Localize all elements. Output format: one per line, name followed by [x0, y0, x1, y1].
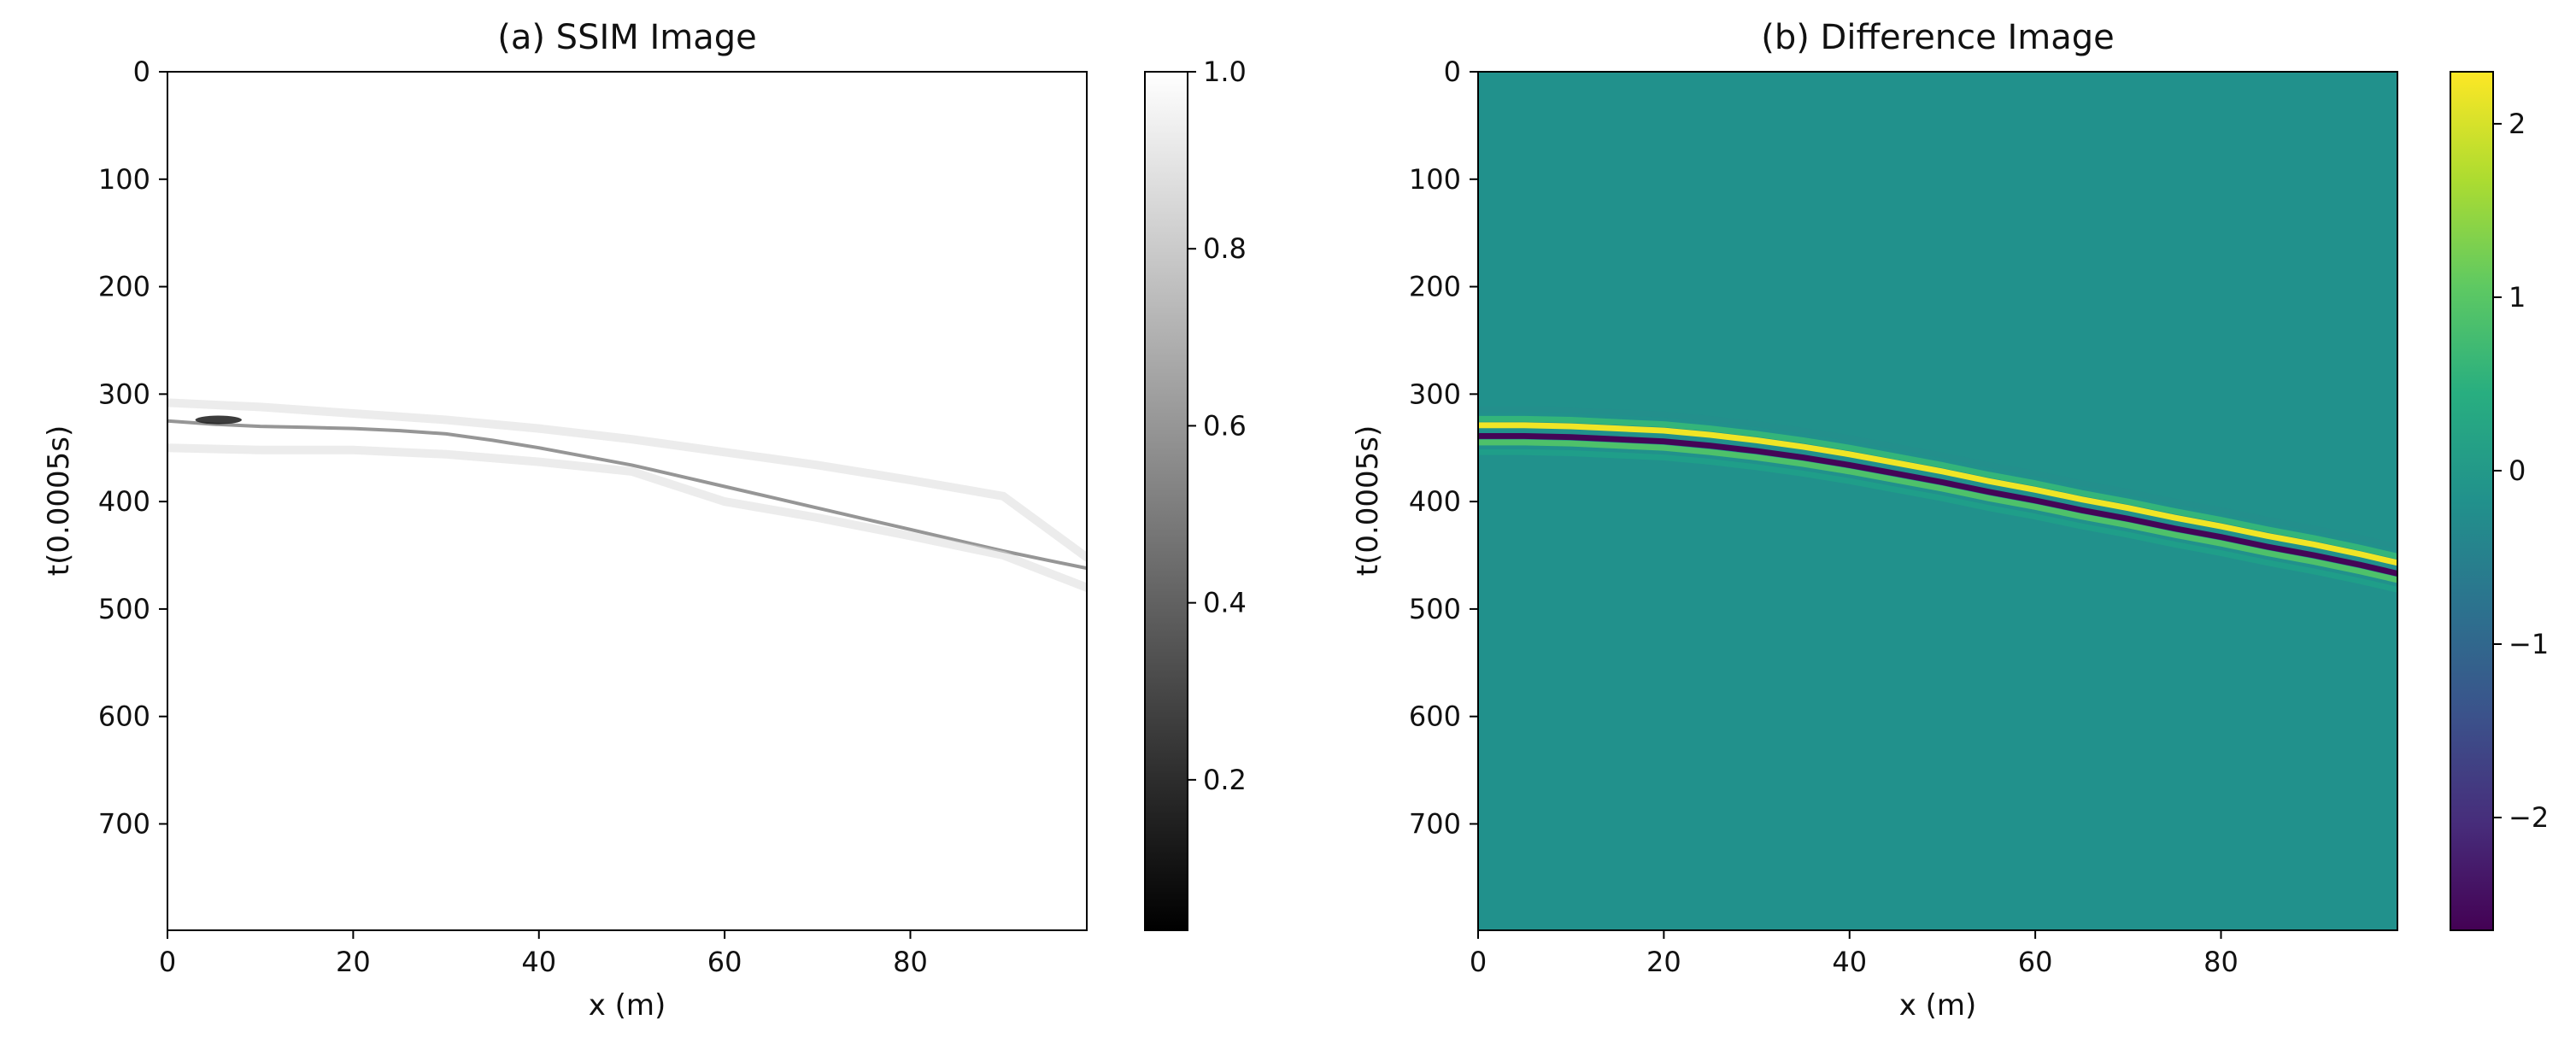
ssim-y-tick-label: 200	[98, 271, 150, 303]
difference-x-tick-label: 20	[1646, 946, 1681, 978]
ssim-lower-faint-band	[167, 443, 1087, 592]
difference-wavefront-lobe	[1478, 448, 2397, 593]
difference-y-axis: 0 100 200 300 400 500 600 700	[1409, 56, 1478, 840]
ssim-y-tick-label: 600	[98, 700, 150, 733]
difference-wavefront-lobe	[1478, 432, 2397, 577]
ssim-x-axis: 0 20 40 60 80	[159, 930, 928, 978]
difference-panel: (b) Difference Image 0 20 40 60 80 010020030…	[1351, 18, 2549, 1023]
ssim-colorbar-tick-label: 0.4	[1203, 587, 1247, 619]
difference-marks	[1478, 406, 2397, 593]
difference-wavefront-lobe	[1478, 415, 2397, 560]
difference-y-tick-label: 600	[1409, 700, 1461, 733]
difference-y-tick-label: 400	[1409, 485, 1461, 518]
difference-wavefront-lobe	[1478, 422, 2397, 566]
difference-colorbar-tick-label: 1	[2509, 281, 2526, 314]
difference-x-axis: 0 20 40 60 80	[1470, 930, 2239, 978]
ssim-x-tick-label: 20	[336, 946, 371, 978]
difference-wavefront-lobe	[1478, 439, 2397, 583]
difference-x-tick-label: 80	[2203, 946, 2239, 978]
ssim-y-axis: 0 100 200 300 400 500 600 700	[98, 56, 167, 840]
difference-y-tick-label: 500	[1409, 593, 1461, 625]
ssim-colorbar	[1144, 71, 1188, 931]
difference-colorbar	[2450, 71, 2494, 931]
difference-y-tick-label: 200	[1409, 271, 1461, 303]
difference-y-tick-label: 300	[1409, 378, 1461, 410]
ssim-colorbar-tick-label: 0.6	[1203, 409, 1247, 442]
difference-y-tick-label: 0	[1444, 56, 1461, 88]
ssim-colorbar-tick-label: 1.0	[1203, 56, 1247, 88]
ssim-colorbar-tick-label: 0.2	[1203, 764, 1247, 796]
ssim-upper-faint-band	[167, 398, 1087, 562]
difference-colorbar-tick-label: 0	[2509, 454, 2526, 487]
ssim-x-tick-label: 0	[159, 946, 176, 978]
difference-y-tick-label: 100	[1409, 163, 1461, 196]
difference-colorbar-tick-label: −1	[2509, 628, 2549, 660]
ssim-x-tick-label: 80	[893, 946, 928, 978]
ssim-y-tick-label: 700	[98, 807, 150, 840]
difference-x-label: x (m)	[1899, 988, 1977, 1023]
ssim-main-low-ssim-band	[167, 419, 1087, 571]
difference-colorbar-ticks: −2 −1 0 1 2	[2493, 108, 2549, 834]
difference-y-label: t(0.0005s)	[1351, 425, 1385, 577]
ssim-x-label: x (m)	[589, 988, 666, 1023]
ssim-y-tick-label: 500	[98, 593, 150, 625]
ssim-y-tick-label: 300	[98, 378, 150, 410]
ssim-y-tick-label: 400	[98, 485, 150, 518]
ssim-x-tick-label: 60	[707, 946, 742, 978]
difference-x-tick-label: 0	[1470, 946, 1487, 978]
ssim-dark-spot	[195, 415, 242, 425]
ssim-title: (a) SSIM Image	[497, 18, 757, 57]
ssim-x-tick-label: 40	[521, 946, 556, 978]
ssim-panel: (a) SSIM Image 0 20 40 60 80 0 100 200 300 400 50…	[42, 18, 1247, 1023]
ssim-y-tick-label: 0	[133, 56, 150, 88]
ssim-y-tick-label: 100	[98, 163, 150, 196]
ssim-colorbar-tick-label: 0.8	[1203, 232, 1247, 265]
difference-colorbar-tick-label: −2	[2509, 801, 2549, 834]
ssim-plot-area	[167, 72, 1087, 930]
difference-y-tick-label: 700	[1409, 807, 1461, 840]
difference-colorbar-tick-label: 2	[2509, 108, 2526, 140]
difference-plot-area	[1478, 72, 2397, 930]
ssim-marks	[167, 398, 1087, 592]
difference-title: (b) Difference Image	[1761, 18, 2115, 57]
difference-x-tick-label: 60	[2018, 946, 2053, 978]
ssim-colorbar-ticks: 0.2 0.4 0.6 0.8 1.0	[1188, 56, 1247, 796]
difference-wavefront-lobe	[1478, 406, 2397, 550]
ssim-y-label: t(0.0005s)	[42, 425, 76, 577]
difference-x-tick-label: 40	[1832, 946, 1867, 978]
